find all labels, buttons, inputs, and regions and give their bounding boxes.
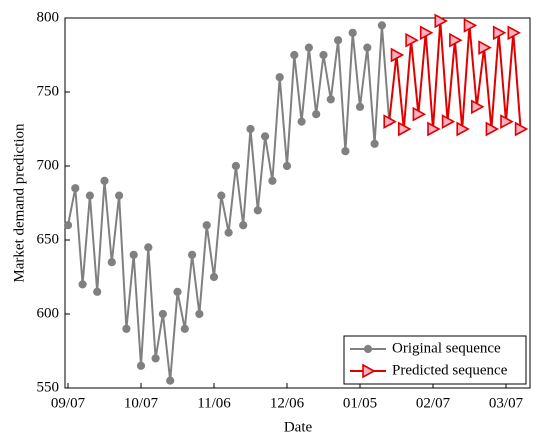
y-tick-label: 750	[37, 83, 60, 99]
data-point	[188, 250, 197, 259]
x-tick-label: 11/06	[197, 395, 231, 411]
legend: Original sequence Predicted sequence	[343, 335, 527, 385]
data-point	[268, 176, 277, 185]
data-point	[312, 110, 321, 119]
y-tick-label: 700	[37, 157, 60, 173]
data-point	[341, 147, 350, 156]
data-point	[217, 191, 226, 200]
data-point	[158, 309, 167, 319]
data-point	[456, 121, 470, 137]
x-tick-label: 03/07	[489, 395, 524, 411]
data-point	[180, 324, 189, 333]
x-tick-label: 10/07	[124, 395, 159, 411]
y-tick-label: 650	[37, 231, 60, 247]
data-point	[136, 361, 146, 370]
legend-label: Predicted sequence	[392, 362, 508, 378]
data-point	[71, 184, 80, 193]
data-point	[319, 50, 328, 60]
data-point	[100, 176, 109, 185]
data-point	[297, 117, 306, 126]
data-point	[224, 228, 233, 237]
plot-frame	[64, 17, 531, 389]
data-point	[209, 272, 219, 282]
data-point	[478, 40, 492, 55]
data-point	[166, 376, 175, 385]
data-point	[427, 121, 441, 137]
y-tick-label: 800	[37, 9, 60, 25]
x-tick-label: 02/07	[416, 395, 451, 411]
data-point	[239, 221, 248, 230]
data-point	[348, 28, 357, 37]
data-point	[514, 121, 529, 137]
data-point	[246, 124, 255, 134]
data-point	[282, 161, 292, 171]
legend-marker	[363, 344, 373, 354]
data-point	[434, 13, 448, 29]
data-point	[290, 50, 299, 60]
legend-box	[343, 335, 527, 385]
data-point	[377, 21, 386, 30]
data-point	[363, 43, 372, 52]
data-point	[85, 191, 95, 200]
x-tick-label: 01/05	[343, 395, 377, 411]
data-point	[441, 114, 456, 129]
data-point	[492, 25, 507, 41]
data-point	[449, 32, 463, 48]
data-point	[507, 25, 521, 41]
data-point	[419, 25, 434, 41]
data-point	[485, 121, 500, 137]
series-line	[67, 25, 391, 381]
data-point	[412, 106, 427, 122]
data-point	[122, 324, 131, 333]
data-point	[231, 161, 240, 171]
data-point	[370, 139, 379, 148]
data-point	[500, 114, 514, 129]
data-point	[107, 258, 116, 267]
y-tick-label: 600	[37, 305, 60, 321]
x-axis-label: Date	[284, 419, 313, 435]
data-point	[405, 32, 419, 48]
data-point	[463, 18, 478, 33]
x-tick-label: 12/06	[270, 395, 305, 411]
data-point	[253, 206, 262, 215]
data-point	[390, 47, 405, 63]
data-point	[334, 36, 343, 45]
data-point	[471, 99, 485, 115]
data-point	[63, 221, 73, 230]
data-point	[78, 280, 87, 289]
data-point	[173, 287, 182, 296]
legend-label: Original sequence	[392, 340, 501, 356]
data-point	[129, 250, 138, 259]
data-point	[151, 354, 160, 363]
data-point	[195, 309, 204, 319]
data-point	[304, 43, 313, 52]
data-point	[202, 221, 211, 230]
data-point	[355, 102, 365, 111]
data-point	[261, 132, 270, 141]
legend-marker	[362, 363, 376, 379]
data-point	[275, 73, 284, 82]
data-point	[115, 191, 124, 200]
data-point	[398, 121, 412, 137]
data-point	[93, 287, 102, 296]
data-point	[383, 114, 397, 129]
data-point	[326, 95, 335, 104]
data-point	[144, 243, 153, 252]
x-tick-label: 09/07	[51, 395, 86, 411]
y-tick-label: 550	[37, 379, 60, 395]
y-axis-label: Market demand prediction	[11, 123, 27, 283]
